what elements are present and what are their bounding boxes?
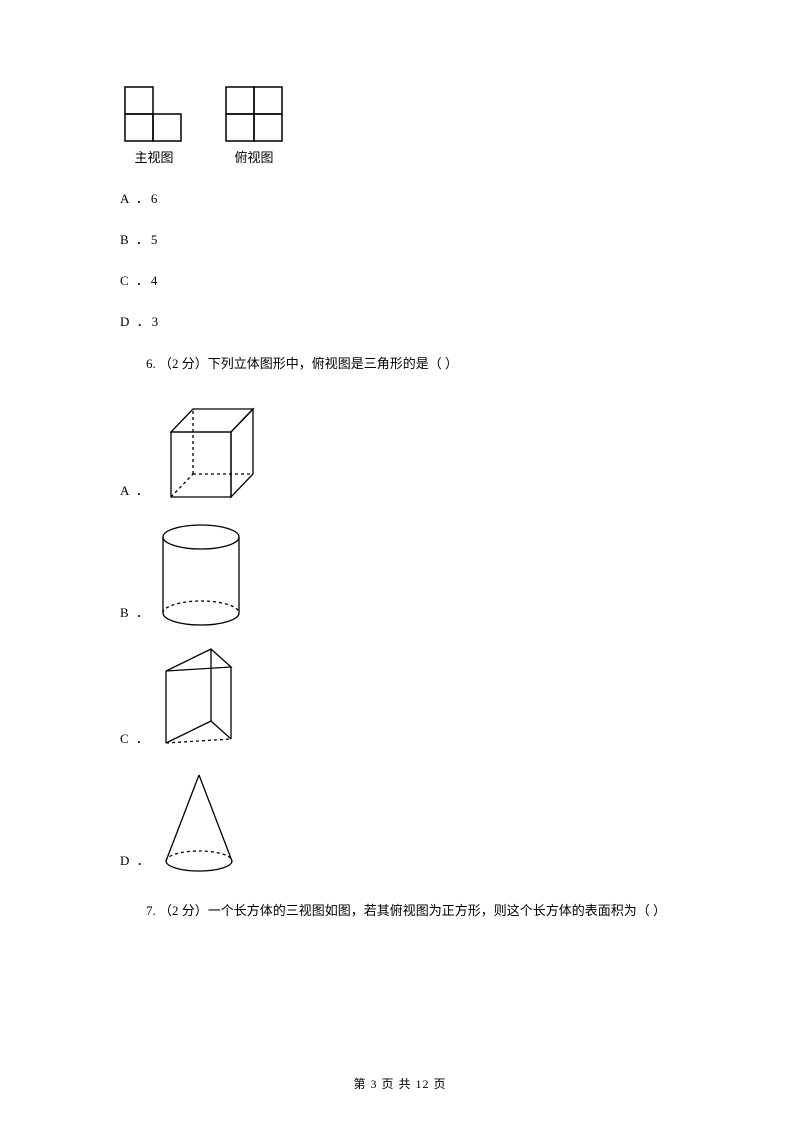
cube-svg bbox=[151, 397, 261, 507]
cylinder-svg bbox=[151, 521, 251, 629]
prism-svg bbox=[151, 643, 251, 755]
q7-text-span: 7. （2 分）一个长方体的三视图如图，若其俯视图为正方形，则这个长方体的表面积… bbox=[146, 903, 666, 918]
q6-c-label: C ． bbox=[120, 728, 151, 747]
q6-b-label: B ． bbox=[120, 602, 151, 621]
views-row: 主视图 俯视图 bbox=[120, 85, 690, 166]
q6-text: 6. （2 分）下列立体图形中，俯视图是三角形的是（ ） bbox=[120, 352, 690, 375]
top-view-svg bbox=[223, 85, 285, 143]
front-view-svg bbox=[120, 85, 188, 143]
q5-option-d: D ．3 bbox=[120, 311, 690, 330]
q6-option-a: A ． bbox=[120, 397, 690, 507]
front-view-box: 主视图 bbox=[120, 85, 188, 166]
q6-a-label: A ． bbox=[120, 480, 151, 499]
q6-option-c: C ． bbox=[120, 643, 690, 755]
q5-option-c: C ．4 bbox=[120, 270, 690, 289]
q5-option-a: A ．6 bbox=[120, 188, 690, 207]
q6-option-b: B ． bbox=[120, 521, 690, 629]
top-view-box: 俯视图 bbox=[223, 85, 285, 166]
q7-text: 7. （2 分）一个长方体的三视图如图，若其俯视图为正方形，则这个长方体的表面积… bbox=[120, 899, 690, 922]
page-footer: 第 3 页 共 12 页 bbox=[0, 1075, 800, 1092]
q6-d-label: D ． bbox=[120, 850, 152, 869]
front-view-label: 主视图 bbox=[134, 147, 173, 166]
q5-option-b: B ．5 bbox=[120, 229, 690, 248]
cone-svg bbox=[152, 769, 252, 877]
top-view-label: 俯视图 bbox=[234, 147, 273, 166]
q6-option-d: D ． bbox=[120, 769, 690, 877]
